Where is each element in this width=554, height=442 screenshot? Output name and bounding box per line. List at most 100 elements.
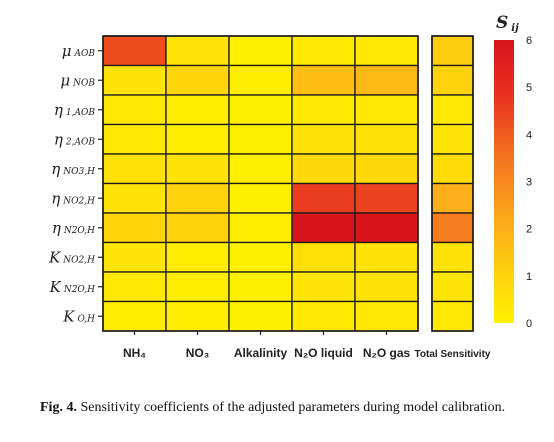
heatmap-cell — [228, 300, 293, 332]
heatmap-cell — [228, 241, 293, 273]
row-label-subscript: NO3,H — [62, 167, 95, 177]
heatmap-cell — [291, 123, 356, 155]
caption-label: Fig. 4. — [40, 400, 77, 415]
heatmap-cell — [228, 182, 293, 214]
heatmap-cell — [165, 35, 230, 67]
row-label-subscript: NO2,H — [62, 255, 95, 265]
total-sensitivity-cell — [431, 64, 474, 96]
figure-caption: Fig. 4. Sensitivity coefficients of the … — [40, 398, 540, 417]
column-label: N₂O liquid — [294, 346, 353, 360]
heatmap-cell — [291, 153, 356, 185]
row-label-symbol: K — [48, 248, 61, 266]
total-sensitivity-label: Total Sensitivity — [415, 349, 491, 360]
heatmap-cell — [354, 64, 419, 96]
heatmap-cell — [102, 182, 167, 214]
row-label: η 1,AOB — [54, 101, 95, 119]
row-label-symbol: η — [51, 189, 60, 207]
heatmap-cell — [228, 271, 293, 303]
row-label-symbol: μ — [60, 71, 70, 89]
row-label-symbol: η — [54, 101, 63, 119]
heatmap-cell — [165, 300, 230, 332]
total-sensitivity-cell — [431, 212, 474, 244]
heatmap-cell — [228, 94, 293, 126]
heatmap-cell — [354, 153, 419, 185]
total-sensitivity-cell — [431, 300, 474, 332]
total-sensitivity-cell — [431, 182, 474, 214]
total-sensitivity-cell — [431, 35, 474, 67]
heatmap-cell — [228, 64, 293, 96]
heatmap-cell — [354, 94, 419, 126]
heatmap-cell — [291, 182, 356, 214]
heatmap-cell — [228, 153, 293, 185]
heatmap-cell — [102, 271, 167, 303]
row-label: K NO2,H — [48, 248, 95, 266]
total-sensitivity-cell — [431, 241, 474, 273]
heatmap-cell — [354, 241, 419, 273]
row-label: η NO3,H — [51, 160, 95, 178]
heatmap-cell — [354, 182, 419, 214]
heatmap-cell — [165, 153, 230, 185]
heatmap-cell — [102, 212, 167, 244]
row-label-symbol: η — [52, 219, 61, 237]
heatmap-cell — [165, 212, 230, 244]
colorbar-tick-label: 5 — [526, 82, 532, 94]
heatmap-cell — [354, 212, 419, 244]
row-label-subscript: NO2,H — [62, 196, 95, 206]
colorbar-title-subscript: ij — [511, 23, 519, 34]
row-label-subscript: 1,AOB — [66, 108, 95, 118]
row-label-symbol: η — [54, 130, 63, 148]
row-label-subscript: O,H — [77, 314, 95, 324]
row-label: K N2O,H — [49, 278, 96, 296]
heatmap-cell — [228, 123, 293, 155]
heatmap-cell — [102, 300, 167, 332]
total-sensitivity-cell — [431, 94, 474, 126]
row-label-symbol: K — [49, 278, 62, 296]
heatmap-cell — [102, 64, 167, 96]
heatmap-cell — [165, 123, 230, 155]
colorbar-tick-label: 6 — [526, 35, 532, 47]
colorbar-tick-label: 3 — [526, 177, 532, 189]
heatmap-cell — [228, 212, 293, 244]
colorbar-tick-label: 4 — [526, 129, 532, 141]
row-label: μ AOB — [62, 42, 96, 60]
row-label: K O,H — [62, 307, 95, 325]
row-label-subscript: 2,AOB — [65, 137, 95, 147]
heatmap-cell — [354, 123, 419, 155]
row-label-symbol: K — [62, 307, 75, 325]
heatmap-cell — [291, 64, 356, 96]
total-sensitivity-cell — [431, 271, 474, 303]
colorbar — [494, 40, 514, 323]
column-label: Alkalinity — [234, 346, 288, 360]
column-label: N₂O gas — [363, 346, 411, 360]
heatmap-cell — [165, 94, 230, 126]
row-label-subscript: N2O,H — [63, 226, 95, 236]
heatmap-cell — [354, 300, 419, 332]
row-label-symbol: μ — [62, 42, 72, 60]
row-label: η NO2,H — [51, 189, 95, 207]
colorbar-tick-label: 1 — [526, 271, 532, 283]
row-label-subscript: NOB — [72, 78, 95, 88]
total-sensitivity-border — [431, 35, 474, 332]
total-sensitivity-column — [431, 35, 474, 332]
column-label: NO₃ — [186, 346, 210, 360]
row-label-subscript: N2O,H — [63, 285, 95, 295]
heatmap-cell — [102, 35, 167, 67]
colorbar-tick-label: 0 — [526, 318, 532, 330]
heatmap-cell — [165, 182, 230, 214]
heatmap-cell — [291, 241, 356, 273]
heatmap-cell — [291, 271, 356, 303]
caption-text: Sensitivity coefficients of the adjusted… — [80, 400, 506, 415]
heatmap-cell — [102, 241, 167, 273]
row-label: μ NOB — [60, 71, 95, 89]
heatmap-cell — [291, 300, 356, 332]
heatmap-cell — [102, 123, 167, 155]
heatmap-cell — [291, 35, 356, 67]
row-label-symbol: η — [51, 160, 60, 178]
heatmap-cell — [102, 153, 167, 185]
column-label: NH₄ — [123, 346, 146, 360]
heatmap-cell — [165, 271, 230, 303]
total-sensitivity-cell — [431, 123, 474, 155]
heatmap-cell — [291, 212, 356, 244]
